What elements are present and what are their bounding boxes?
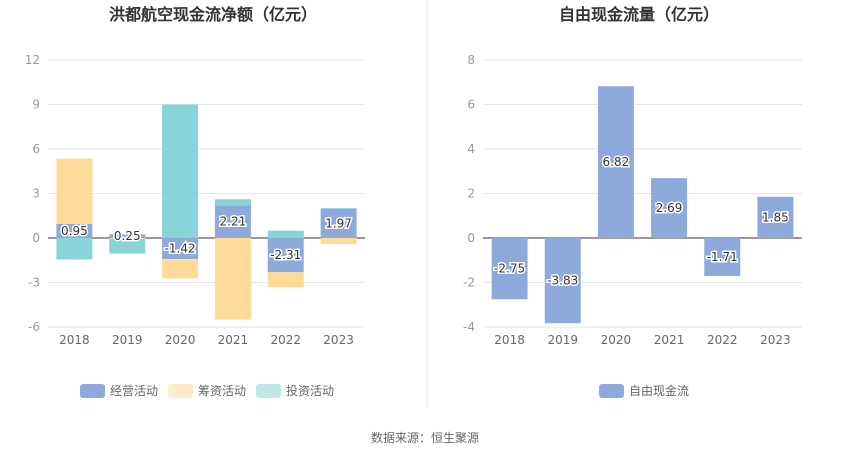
bar-free-cash-flow[interactable] [544, 238, 581, 324]
bar-free-cash-flow[interactable] [757, 196, 794, 238]
cash-flow-chart: 洪都航空现金流净额（亿元） 12 9 6 3 0 -3 -6 2018 2019 2020 202… [25, 5, 365, 398]
bar-financing[interactable] [162, 259, 199, 279]
x-tick-label: 2020 [165, 333, 196, 347]
x-tick-label: 2018 [494, 333, 525, 347]
y-tick-label: 3 [32, 187, 40, 201]
data-label: 2.21 [220, 215, 247, 229]
legend-label: 自由现金流 [629, 383, 689, 398]
data-label: -2.75 [494, 262, 525, 276]
chart-title: 自由现金流量（亿元） [559, 5, 719, 24]
y-tick-label: 6 [467, 98, 475, 112]
bar-operating[interactable] [267, 238, 304, 273]
bar-financing[interactable] [267, 272, 304, 288]
bar-free-cash-flow[interactable] [491, 238, 528, 300]
bar-investing[interactable] [267, 230, 304, 238]
y-tick-label: -3 [28, 276, 40, 290]
x-tick-label: 2021 [654, 333, 685, 347]
legend-swatch-financing [168, 384, 193, 398]
y-tick-label: 4 [467, 142, 475, 156]
data-label: -1.42 [165, 242, 196, 256]
legend-item-investing[interactable]: 投资活动 [256, 383, 334, 398]
chart-title: 洪都航空现金流净额（亿元） [109, 5, 317, 24]
x-tick-label: 2023 [760, 333, 791, 347]
x-tick-label: 2023 [323, 333, 354, 347]
y-tick-label: -6 [28, 320, 40, 334]
bar-investing[interactable] [109, 238, 146, 254]
y-tick-label: 12 [25, 53, 40, 67]
x-tick-label: 2021 [218, 333, 249, 347]
bar-free-cash-flow[interactable] [651, 178, 688, 238]
legend-item-free-cash-flow[interactable]: 自由现金流 [599, 383, 689, 398]
data-label: -1.71 [707, 250, 738, 264]
legend: 自由现金流 [599, 383, 689, 398]
bar-operating[interactable] [162, 238, 199, 260]
x-tick-label: 2020 [601, 333, 632, 347]
bar-financing[interactable] [56, 158, 93, 224]
x-tick-label: 2022 [707, 333, 738, 347]
bar-financing[interactable] [109, 238, 146, 239]
y-tick-label: 9 [32, 98, 40, 112]
bar-investing[interactable] [320, 208, 357, 209]
bar-financing[interactable] [214, 238, 251, 320]
data-source-note: 数据来源：恒生聚源 [371, 430, 479, 445]
legend-swatch-free-cash-flow [599, 384, 624, 398]
data-label: 2.69 [656, 201, 683, 215]
data-label: 1.97 [325, 216, 352, 230]
bar-operating[interactable] [109, 234, 146, 238]
y-tick-label: 2 [467, 187, 475, 201]
data-label: 0.95 [61, 224, 88, 238]
y-tick-label: 6 [32, 142, 40, 156]
y-tick-label: 8 [467, 53, 475, 67]
legend: 经营活动 筹资活动 投资活动 [80, 383, 334, 398]
x-tick-label: 2019 [547, 333, 578, 347]
data-label: 6.82 [603, 155, 630, 169]
legend-label: 经营活动 [110, 384, 158, 398]
y-tick-label: 0 [467, 231, 475, 245]
y-tick-label: -2 [463, 276, 475, 290]
bar-investing[interactable] [214, 199, 251, 206]
bar-free-cash-flow[interactable] [704, 238, 741, 277]
data-label: -3.83 [547, 274, 578, 288]
data-label: 0.25 [114, 229, 141, 243]
bar-investing[interactable] [162, 104, 199, 239]
bar-financing[interactable] [320, 238, 357, 244]
legend-swatch-operating [80, 384, 105, 398]
y-tick-label: 0 [32, 231, 40, 245]
bar-operating[interactable] [214, 205, 251, 238]
data-label: -2.31 [270, 248, 301, 262]
legend-label: 筹资活动 [198, 384, 246, 398]
legend-label: 投资活动 [286, 383, 334, 398]
data-label: 1.85 [762, 210, 789, 224]
legend-item-financing[interactable]: 筹资活动 [168, 384, 246, 398]
x-tick-label: 2022 [270, 333, 301, 347]
x-tick-label: 2018 [59, 333, 90, 347]
legend-item-operating[interactable]: 经营活动 [80, 384, 158, 398]
bar-investing[interactable] [56, 238, 93, 260]
y-tick-label: -4 [463, 320, 475, 334]
legend-swatch-investing [256, 384, 281, 398]
bar-operating[interactable] [320, 208, 357, 238]
bar-operating[interactable] [56, 223, 93, 238]
bar-free-cash-flow[interactable] [597, 86, 634, 238]
x-tick-label: 2019 [112, 333, 143, 347]
free-cash-flow-chart: 自由现金流量（亿元） 8 6 4 2 0 -2 -4 2018 2019 2020 2021 202… [463, 5, 802, 398]
